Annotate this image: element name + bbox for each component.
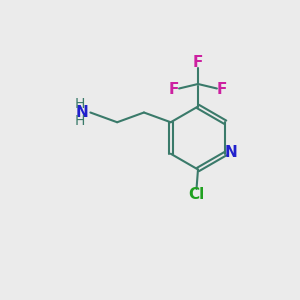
Text: H: H bbox=[75, 114, 85, 128]
Text: N: N bbox=[76, 105, 88, 120]
Text: H: H bbox=[75, 98, 85, 111]
Text: F: F bbox=[217, 82, 227, 98]
Text: F: F bbox=[169, 82, 179, 98]
Text: Cl: Cl bbox=[188, 187, 205, 202]
Text: F: F bbox=[193, 55, 203, 70]
Text: N: N bbox=[224, 145, 237, 160]
